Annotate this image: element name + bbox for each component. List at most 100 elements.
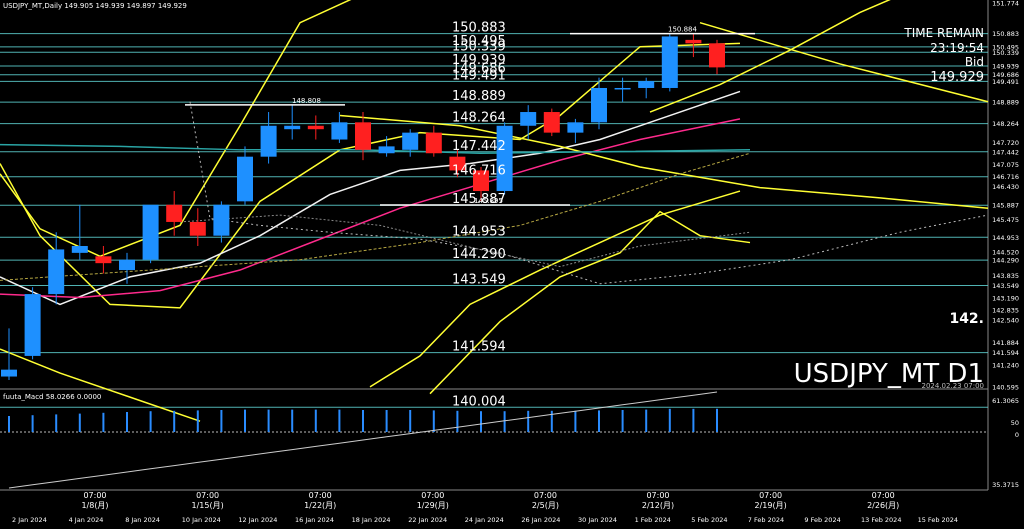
week-date-label: 2/19(月) xyxy=(754,501,786,510)
week-date-label: 1/8(月) xyxy=(81,501,108,510)
date-label: 22 Jan 2024 xyxy=(408,516,447,524)
candle-body[interactable] xyxy=(213,204,230,236)
right-axis-tick: 148.264 xyxy=(992,120,1019,128)
right-axis-tick: 146.716 xyxy=(992,173,1019,181)
marker-price-label: 145.895 xyxy=(474,197,503,205)
date-label: 5 Feb 2024 xyxy=(691,516,727,524)
candle-body[interactable] xyxy=(355,122,371,150)
candle-body[interactable] xyxy=(284,125,301,130)
marker-price-label: 150.884 xyxy=(668,26,697,34)
candle-body[interactable] xyxy=(237,156,253,202)
date-label: 9 Feb 2024 xyxy=(804,516,840,524)
week-time-label: 07:00 xyxy=(83,491,106,500)
week-time-label: 07:00 xyxy=(421,491,444,500)
right-axis-tick: 148.889 xyxy=(992,99,1019,107)
trendline-down xyxy=(339,114,989,209)
macd-axis-tick: 61.3065 xyxy=(992,397,1019,405)
candle-body[interactable] xyxy=(661,36,678,88)
candle-body[interactable] xyxy=(95,256,112,264)
candle-body[interactable] xyxy=(189,221,206,236)
week-time-label: 07:00 xyxy=(759,491,782,500)
candle-body[interactable] xyxy=(1,369,17,377)
right-axis-tick: 144.290 xyxy=(992,257,1019,265)
week-time-label: 07:00 xyxy=(196,491,219,500)
candle-body[interactable] xyxy=(591,87,607,123)
candle-body[interactable] xyxy=(166,204,183,222)
trendline-down-2 xyxy=(699,21,989,103)
week-date-label: 2/26(月) xyxy=(867,501,899,510)
right-axis-tick: 149.491 xyxy=(992,78,1019,86)
moving-average-white xyxy=(0,90,741,306)
right-axis-tick: 149.939 xyxy=(992,63,1019,71)
price-level-label: 144.953 xyxy=(452,224,506,239)
macd-signal-line xyxy=(8,391,718,489)
right-axis-tick: 150.339 xyxy=(992,49,1019,57)
candle-body[interactable] xyxy=(543,112,560,133)
candle-body[interactable] xyxy=(24,294,41,356)
time-remain-label: TIME REMAIN xyxy=(903,26,984,40)
date-label: 10 Jan 2024 xyxy=(182,516,221,524)
candle-body[interactable] xyxy=(307,125,324,130)
right-axis-tick: 150.495 xyxy=(992,43,1019,51)
price-level-label: 149.686 xyxy=(452,62,506,77)
candle-body[interactable] xyxy=(614,87,631,90)
right-axis-tick: 141.884 xyxy=(992,339,1019,347)
date-label: 4 Jan 2024 xyxy=(69,516,104,524)
right-axis-tick: 143.190 xyxy=(992,294,1019,302)
right-axis-tick: 147.075 xyxy=(992,161,1019,169)
marker-labels: 148.808 145.895 150.884 xyxy=(185,26,755,206)
date-label: 12 Jan 2024 xyxy=(238,516,277,524)
candle-body[interactable] xyxy=(142,204,159,260)
right-axis-tick: 143.549 xyxy=(992,282,1019,290)
date-label: 16 Jan 2024 xyxy=(295,516,334,524)
right-axis-tick: 142.835 xyxy=(992,307,1019,315)
price-level-label: 140.004 xyxy=(452,394,506,409)
price-level-label: 150.883 xyxy=(452,21,506,36)
candle-body[interactable] xyxy=(496,125,513,192)
right-axis-tick: 149.686 xyxy=(992,71,1019,79)
price-level-label: 145.887 xyxy=(452,192,506,207)
right-axis-tick: 146.430 xyxy=(992,183,1019,191)
week-time-label: 07:00 xyxy=(646,491,669,500)
candle-body[interactable] xyxy=(473,170,489,192)
week-date-label: 1/22(月) xyxy=(304,501,336,510)
date-label: 30 Jan 2024 xyxy=(578,516,617,524)
right-axis-tick: 145.475 xyxy=(992,216,1019,224)
candle-body[interactable] xyxy=(378,146,395,154)
candle-body[interactable] xyxy=(260,125,277,157)
bid-label: Bid xyxy=(965,55,984,69)
right-axis-tick: 145.887 xyxy=(992,202,1019,210)
timestamp-label: 2024.02.23 07:00 xyxy=(922,382,984,390)
candle-body[interactable] xyxy=(638,81,655,88)
ichimoku-cloud-edge xyxy=(189,101,989,285)
candle-body[interactable] xyxy=(685,39,702,44)
candlestick-series[interactable] xyxy=(1,33,725,380)
week-time-label: 07:00 xyxy=(534,491,557,500)
price-level-label: 146.716 xyxy=(452,164,506,179)
time-remain-value: 23:19:54 xyxy=(930,41,984,55)
candle-body[interactable] xyxy=(449,156,466,171)
macd-axis-tick: 0 xyxy=(1015,431,1019,439)
right-axis-tick: 147.720 xyxy=(992,139,1019,147)
price-level-label: 143.549 xyxy=(452,273,506,288)
candle-body[interactable] xyxy=(331,122,348,140)
symbol-header: USDJPY_MT,Daily 149.905 149.939 149.897 … xyxy=(3,2,187,10)
price-level-label: 148.889 xyxy=(452,89,506,104)
candle-body[interactable] xyxy=(71,245,88,253)
candle-body[interactable] xyxy=(119,259,135,271)
right-axis-tick: 150.883 xyxy=(992,30,1019,38)
right-axis-tick: 141.594 xyxy=(992,349,1019,357)
candle-body[interactable] xyxy=(709,43,725,68)
week-time-label: 07:00 xyxy=(309,491,332,500)
price-level-label: 150.339 xyxy=(452,39,506,54)
big-price-label: 142. xyxy=(949,311,984,327)
candle-body[interactable] xyxy=(402,132,419,150)
candle-body[interactable] xyxy=(425,132,442,154)
bid-value: 149.929 xyxy=(930,70,984,85)
date-label: 26 Jan 2024 xyxy=(521,516,560,524)
envelope-line xyxy=(429,210,751,395)
candle-body[interactable] xyxy=(48,249,65,295)
candle-body[interactable] xyxy=(567,122,584,133)
candle-body[interactable] xyxy=(520,112,537,126)
